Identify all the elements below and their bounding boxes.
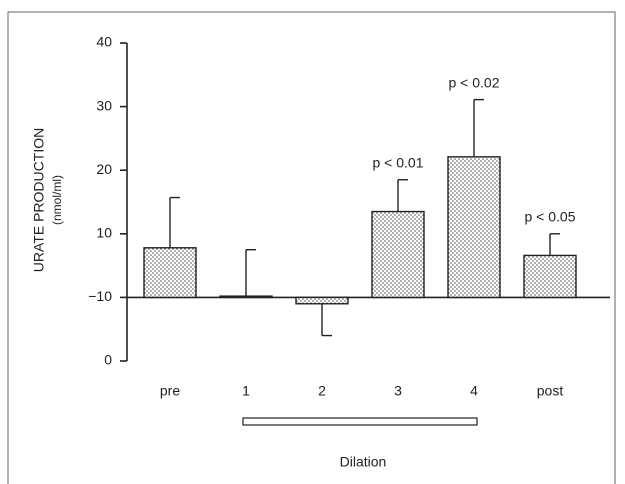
frame [7, 11, 616, 484]
y-axis-units: (nmol/ml) [50, 175, 64, 225]
x-tick-label: 3 [394, 383, 402, 399]
x-tick-label: 1 [242, 383, 250, 399]
bar [523, 254, 577, 299]
bar [219, 295, 273, 299]
y-tick-label: 30 [96, 97, 112, 113]
bar [143, 247, 197, 299]
dilation-bar [242, 417, 478, 426]
bar [295, 296, 349, 305]
x-tick-label: 4 [470, 383, 478, 399]
significance-label: p < 0.01 [373, 154, 424, 170]
y-tick-label: 10 [96, 225, 112, 241]
significance-label: p < 0.02 [449, 74, 500, 90]
y-tick-label: 20 [96, 161, 112, 177]
x-axis-title: Dilation [340, 454, 387, 470]
bar [447, 156, 501, 299]
y-tick-label: 40 [96, 34, 112, 50]
bar [371, 210, 425, 299]
x-tick-label: post [537, 383, 564, 399]
y-tick-label: −10 [88, 288, 112, 304]
significance-label: p < 0.05 [525, 209, 576, 225]
y-axis-title: URATE PRODUCTION [31, 128, 47, 272]
x-tick-label: 2 [318, 383, 326, 399]
y-tick-label: 0 [104, 352, 112, 368]
x-tick-label: pre [160, 383, 180, 399]
